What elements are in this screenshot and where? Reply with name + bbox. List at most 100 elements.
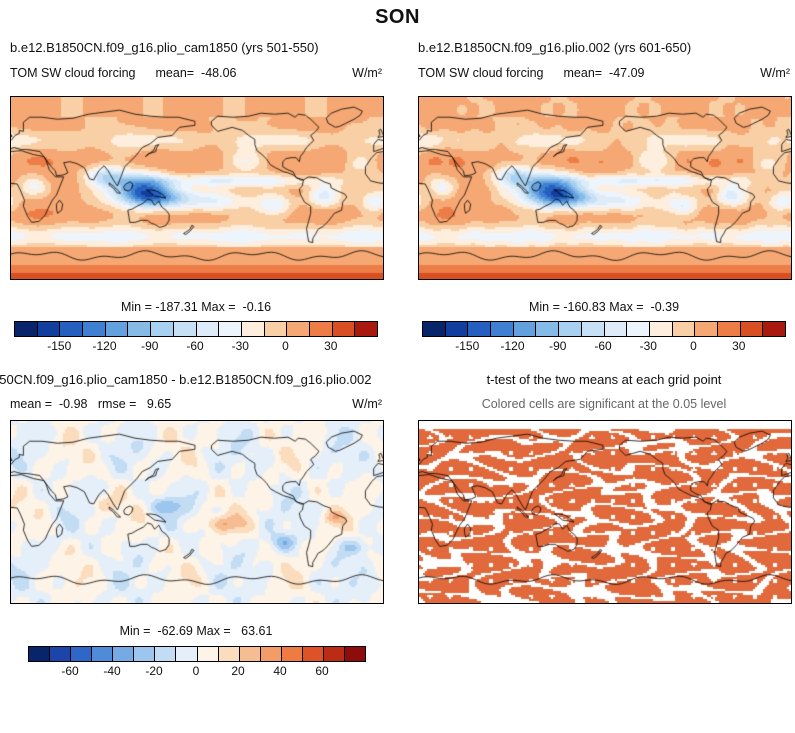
colorbar-segment bbox=[581, 322, 604, 336]
colorbar-ticks-top-right: -150 -120 -90 -60 -30 0 30 bbox=[422, 339, 784, 353]
colorbar-segment bbox=[309, 322, 332, 336]
colorbar-segment bbox=[445, 322, 468, 336]
colorbar-segment bbox=[332, 322, 355, 336]
units-label: W/m² bbox=[352, 66, 382, 80]
map-bottom-right bbox=[418, 420, 792, 604]
colorbar-segment bbox=[649, 322, 672, 336]
colorbar-segment bbox=[559, 322, 581, 336]
colorbar-segment bbox=[173, 322, 196, 336]
colorbar-segment bbox=[37, 322, 60, 336]
colorbar-segment bbox=[219, 322, 241, 336]
variable-label: TOM SW cloud forcing bbox=[418, 66, 544, 80]
map-canvas-bottom-left bbox=[11, 421, 383, 603]
colorbar-segment bbox=[763, 322, 785, 336]
tick-label: -30 bbox=[231, 339, 249, 353]
tick-label: 0 bbox=[690, 339, 697, 353]
tick-label: 40 bbox=[273, 664, 287, 678]
colorbar-top-right bbox=[422, 321, 786, 337]
colorbar-bottom-left bbox=[28, 646, 366, 662]
mean-rmse-value: mean = -0.98 rmse = 9.65 bbox=[10, 397, 172, 411]
panel-title-bottom-left: 850CN.f09_g16.plio_cam1850 - b.e12.B1850… bbox=[0, 372, 372, 387]
tick-label: -40 bbox=[103, 664, 121, 678]
map-top-right bbox=[418, 96, 792, 280]
mean-value: mean= -48.06 bbox=[155, 66, 237, 80]
colorbar-ticks-top-left: -150 -120 -90 -60 -30 0 30 bbox=[14, 339, 376, 353]
tick-label: -20 bbox=[145, 664, 163, 678]
variable-label: TOM SW cloud forcing bbox=[10, 66, 136, 80]
subtitle-row-top-right: TOM SW cloud forcing mean= -47.09 W/m² bbox=[418, 66, 790, 82]
colorbar-segment bbox=[176, 647, 197, 661]
colorbar-segment bbox=[604, 322, 627, 336]
colorbar-segment bbox=[29, 647, 50, 661]
tick-label: 30 bbox=[732, 339, 746, 353]
colorbar-segment bbox=[260, 647, 281, 661]
panel-title-top-right: b.e12.B1850CN.f09_g16.plio.002 (yrs 601-… bbox=[418, 40, 692, 55]
colorbar-segment bbox=[302, 647, 323, 661]
subtitle-row-bottom-left: mean = -0.98 rmse = 9.65 W/m² bbox=[10, 397, 382, 413]
tick-label: 0 bbox=[282, 339, 289, 353]
colorbar-segment bbox=[239, 647, 260, 661]
tick-label: -90 bbox=[141, 339, 159, 353]
colorbar-segment bbox=[264, 322, 287, 336]
tick-label: 0 bbox=[192, 664, 200, 678]
tick-label: -60 bbox=[61, 664, 79, 678]
tick-label: -60 bbox=[594, 339, 612, 353]
subtitle-row-top-left: TOM SW cloud forcing mean= -48.06 W/m² bbox=[10, 66, 382, 82]
colorbar-segment bbox=[536, 322, 559, 336]
colorbar-segment bbox=[92, 647, 113, 661]
stats-bottom-left: Min = -62.69 Max = 63.61 bbox=[119, 624, 273, 638]
units-label: W/m² bbox=[760, 66, 790, 80]
colorbar-segment bbox=[423, 322, 445, 336]
colorbar-segment bbox=[50, 647, 71, 661]
tick-label: -150 bbox=[455, 339, 480, 353]
colorbar-segment bbox=[344, 647, 365, 661]
colorbar-segment bbox=[196, 322, 219, 336]
significance-note: Colored cells are significant at the 0.0… bbox=[481, 397, 727, 411]
colorbar-segment bbox=[151, 322, 173, 336]
map-top-left bbox=[10, 96, 384, 280]
colorbar-ticks-bottom-left: -60 -40 -20 0 20 40 60 bbox=[28, 664, 364, 678]
stats-top-right: Min = -160.83 Max = -0.39 bbox=[528, 300, 680, 314]
colorbar-segment bbox=[695, 322, 717, 336]
colorbar-segment bbox=[627, 322, 649, 336]
colorbar-top-left bbox=[14, 321, 378, 337]
units-label: W/m² bbox=[352, 397, 382, 411]
tick-label: 60 bbox=[315, 664, 329, 678]
tick-label: 20 bbox=[231, 664, 245, 678]
colorbar-segment bbox=[83, 322, 105, 336]
map-canvas-top-left bbox=[11, 97, 383, 279]
colorbar-segment bbox=[281, 647, 302, 661]
tick-label: -120 bbox=[92, 339, 117, 353]
colorbar-segment bbox=[218, 647, 239, 661]
mean-value: mean= -47.09 bbox=[563, 66, 645, 80]
colorbar-segment bbox=[71, 647, 92, 661]
panel-title-top-left: b.e12.B1850CN.f09_g16.plio_cam1850 (yrs … bbox=[10, 40, 319, 55]
colorbar-segment bbox=[323, 647, 344, 661]
colorbar-segment bbox=[513, 322, 536, 336]
figure-title: SON bbox=[375, 6, 420, 28]
colorbar-segment bbox=[740, 322, 763, 336]
tick-label: -120 bbox=[500, 339, 525, 353]
colorbar-segment bbox=[155, 647, 176, 661]
colorbar-segment bbox=[60, 322, 83, 336]
colorbar-segment bbox=[241, 322, 264, 336]
tick-label: -30 bbox=[639, 339, 657, 353]
colorbar-segment bbox=[491, 322, 513, 336]
map-bottom-left bbox=[10, 420, 384, 604]
colorbar-segment bbox=[672, 322, 695, 336]
panel-title-bottom-right: t-test of the two means at each grid poi… bbox=[486, 372, 722, 387]
tick-label: 30 bbox=[324, 339, 338, 353]
stats-top-left: Min = -187.31 Max = -0.16 bbox=[120, 300, 272, 314]
map-canvas-bottom-right bbox=[419, 421, 791, 603]
colorbar-segment bbox=[287, 322, 309, 336]
colorbar-segment bbox=[468, 322, 491, 336]
colorbar-segment bbox=[717, 322, 740, 336]
colorbar-segment bbox=[105, 322, 128, 336]
colorbar-segment bbox=[15, 322, 37, 336]
tick-label: -150 bbox=[47, 339, 72, 353]
colorbar-segment bbox=[113, 647, 134, 661]
map-canvas-top-right bbox=[419, 97, 791, 279]
colorbar-segment bbox=[355, 322, 377, 336]
tick-label: -60 bbox=[186, 339, 204, 353]
